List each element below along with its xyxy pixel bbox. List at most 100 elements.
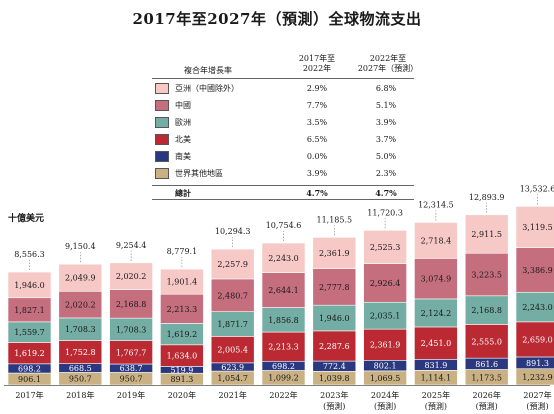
data-label: 2,213.3 [167, 305, 198, 314]
bar-segment [515, 247, 554, 293]
data-label: 2,049.9 [65, 274, 96, 283]
data-label: 1,039.8 [319, 374, 350, 383]
data-label: 2,005.4 [217, 346, 248, 355]
total-label: 8,556.3 [14, 250, 45, 259]
x-tick-label: 2020年 [168, 390, 196, 400]
cagr-value-2017-2022: 0.0% [306, 152, 328, 161]
data-label: 2,020.2 [116, 272, 147, 281]
cagr-total-label: 總計 [175, 188, 191, 198]
bar-segment [515, 321, 554, 358]
data-label: 1,054.7 [217, 374, 248, 383]
bar-segment [414, 298, 458, 328]
cagr-value-2022-2027: 3.7% [375, 135, 397, 144]
data-label: 2,777.8 [319, 283, 350, 292]
chart-title: 2017年至2027年（預測）全球物流支出 [132, 10, 422, 28]
cagr-value-2017-2022: 3.9% [306, 169, 328, 178]
total-label: 8,779.1 [167, 247, 198, 256]
data-label: 802.1 [374, 362, 397, 371]
total-label: 10,754.6 [266, 221, 302, 230]
bar-segment [7, 271, 52, 299]
data-label: 861.6 [475, 360, 498, 369]
total-label: 10,294.3 [215, 227, 251, 236]
data-label: 2,361.9 [319, 249, 350, 258]
cagr-value-2017-2022: 2.9% [306, 84, 328, 93]
table-top-rule [152, 78, 414, 79]
cagr-value-2022-2027: 5.0% [375, 152, 397, 161]
cagr-value-2022-2027: 5.1% [375, 101, 397, 110]
data-label: 623.9 [221, 363, 244, 372]
bar-segment [58, 263, 103, 292]
bar-segment [261, 242, 306, 273]
bar-segment [261, 331, 306, 362]
data-label: 698.2 [18, 364, 41, 373]
bar-segment [464, 252, 509, 297]
cagr-value-2022-2027: 3.9% [375, 118, 397, 127]
bar-segment [7, 297, 52, 323]
data-label: 2,718.4 [421, 236, 452, 245]
table-total-rule [152, 185, 414, 186]
data-label: 2,257.9 [217, 260, 248, 269]
data-label: 3,074.9 [421, 275, 452, 284]
cagr-header-label: 複合年增長率 [184, 66, 232, 75]
x-tick-sublabel: (預測) [526, 401, 548, 411]
cagr-value-2022-2027: 2.3% [375, 169, 397, 178]
data-label: 950.7 [120, 375, 143, 384]
data-label: 2,213.3 [268, 343, 299, 352]
bar-segment [109, 289, 153, 319]
data-label: 1,619.2 [14, 349, 45, 358]
bar-segment [312, 304, 357, 332]
legend-swatch [155, 151, 169, 162]
data-label: 1,634.0 [167, 352, 198, 361]
data-label: 2,243.0 [268, 254, 299, 263]
bar-segment [312, 330, 357, 362]
data-label: 1,946.0 [319, 314, 350, 323]
data-label: 2,926.4 [370, 279, 401, 288]
data-label: 1,901.4 [167, 278, 198, 287]
data-label: 2,480.7 [217, 291, 248, 300]
total-label: 12,893.9 [469, 193, 505, 202]
data-label: 906.1 [18, 375, 41, 384]
data-label: 2,243.0 [522, 303, 553, 312]
x-tick-label: 2027年 [523, 390, 551, 400]
data-label: 1,619.2 [167, 330, 198, 339]
data-label: 1,856.8 [268, 316, 299, 325]
cagr-col1-header-line1: 2017年至 [298, 54, 336, 63]
bar-segment [414, 258, 458, 300]
bar-segment [261, 272, 306, 308]
data-label: 1,173.5 [471, 373, 502, 382]
legend-swatch [155, 134, 169, 145]
x-tick-label: 2022年 [269, 390, 297, 400]
legend-label: 世界其他地區 [175, 169, 223, 178]
legend-swatch [155, 100, 169, 111]
legend-label: 南美 [175, 152, 191, 161]
bar-segment [363, 301, 407, 330]
data-label: 1,069.5 [370, 374, 401, 383]
total-label: 11,185.5 [316, 215, 352, 224]
bar-segment [363, 229, 407, 264]
data-label: 3,386.9 [522, 266, 553, 275]
cagr-value-2017-2022: 7.7% [306, 101, 328, 110]
cagr-value-2022-2027: 6.8% [375, 84, 397, 93]
bar-segment [109, 262, 153, 290]
total-label: 11,720.3 [367, 208, 403, 217]
bar-segment [210, 336, 255, 364]
data-label: 2,287.6 [319, 342, 350, 351]
bar-segment [515, 206, 554, 248]
x-tick-sublabel: (預測) [425, 401, 447, 411]
bar-segment [58, 290, 103, 319]
legend-swatch [155, 83, 169, 94]
data-label: 1,559.7 [14, 328, 45, 337]
total-label: 9,150.4 [65, 242, 96, 251]
bar-segment [515, 291, 554, 323]
bar-segment [363, 263, 407, 303]
total-label: 12,314.5 [418, 200, 454, 209]
cagr-col2-header-line2: 2027年（預測） [357, 64, 419, 73]
total-label: 13,532.6 [520, 184, 554, 193]
data-label: 891.3 [170, 375, 193, 384]
data-label: 1,752.8 [65, 348, 96, 357]
data-label: 2,555.0 [471, 337, 502, 346]
cagr-value-2017-2022: 6.5% [306, 135, 328, 144]
data-label: 891.3 [526, 359, 549, 368]
data-label: 2,035.1 [370, 312, 401, 321]
